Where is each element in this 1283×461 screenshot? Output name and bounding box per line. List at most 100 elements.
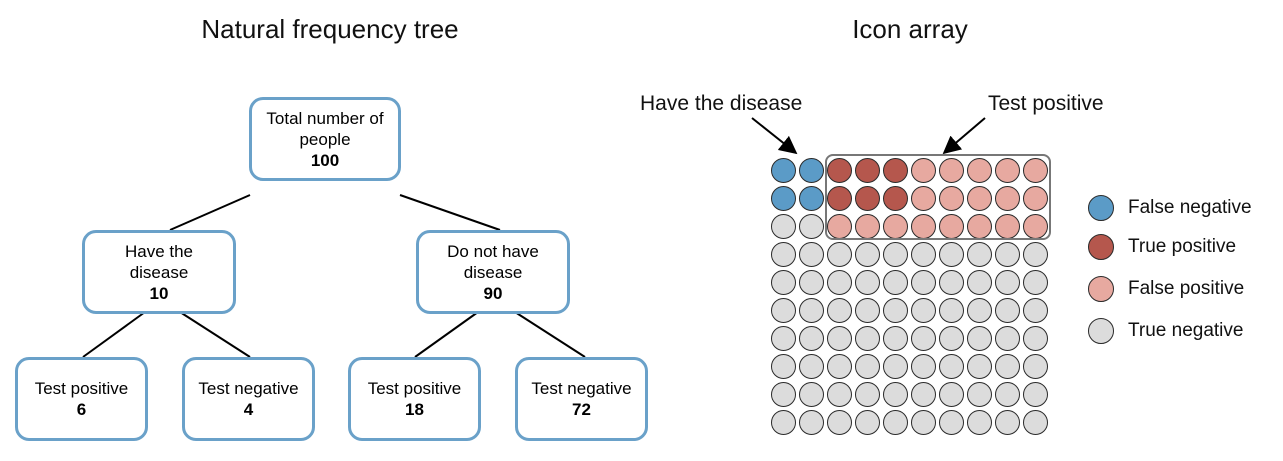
node-total-count: 100 — [310, 150, 340, 170]
icon-true-negative — [855, 270, 880, 295]
icon-true-negative — [855, 298, 880, 323]
icon-true-negative — [1023, 242, 1048, 267]
node-not-have-line1: Do not have — [447, 241, 539, 261]
icon-true-negative — [995, 410, 1020, 435]
icon-true-negative — [771, 298, 796, 323]
icon-true-negative — [911, 270, 936, 295]
node-not-neg-label: Test negative — [531, 379, 632, 398]
icon-true-negative — [967, 298, 992, 323]
icon-true-negative — [771, 410, 796, 435]
icon-true-negative — [911, 410, 936, 435]
icon-true-negative — [799, 270, 824, 295]
tree-title: Natural frequency tree — [201, 14, 459, 44]
node-not-have-count: 90 — [483, 283, 503, 303]
legend-item: False positive — [1088, 274, 1244, 304]
icon-true-negative — [827, 270, 852, 295]
edge-root-have — [169, 194, 251, 231]
arrow-disease — [751, 117, 798, 155]
arrow-positive — [942, 117, 986, 155]
node-total: Total number of people 100 — [249, 97, 401, 181]
icon-true-positive — [855, 186, 880, 211]
node-not-have-test-positive: Test positive 18 — [348, 357, 481, 441]
legend-label: True positive — [1128, 236, 1237, 257]
icon-false-negative — [771, 186, 796, 211]
icon-true-negative — [883, 242, 908, 267]
edge-not-have-positive — [414, 311, 479, 358]
icon-false-positive — [911, 186, 936, 211]
legend-label: False negative — [1128, 197, 1252, 218]
node-total-line2: people — [299, 129, 351, 149]
icon-false-positive — [967, 158, 992, 183]
icon-true-negative — [967, 326, 992, 351]
icon-true-negative — [883, 354, 908, 379]
icon-true-negative — [771, 326, 796, 351]
icon-true-negative — [995, 382, 1020, 407]
node-total-line1: Total number of — [266, 108, 384, 128]
node-not-have-test-negative: Test negative 72 — [515, 357, 648, 441]
legend-item: True positive — [1088, 232, 1236, 262]
icon-true-negative — [855, 326, 880, 351]
edge-have-negative — [179, 311, 251, 358]
icon-true-negative — [911, 242, 936, 267]
icon-true-negative — [967, 382, 992, 407]
icon-false-positive — [995, 186, 1020, 211]
edge-root-not-have — [399, 194, 501, 231]
legend-swatch — [1088, 276, 1114, 302]
icon-false-positive — [995, 158, 1020, 183]
icon-false-positive — [1023, 158, 1048, 183]
node-have-pos-count: 6 — [76, 400, 87, 419]
icon-true-negative — [967, 354, 992, 379]
annotation-test-positive: Test positive — [988, 92, 1104, 115]
icon-true-negative — [967, 270, 992, 295]
icon-false-negative — [799, 158, 824, 183]
icon-true-negative — [939, 242, 964, 267]
icon-true-negative — [1023, 326, 1048, 351]
legend-item: False negative — [1088, 193, 1252, 223]
icon-true-negative — [771, 214, 796, 239]
icon-true-negative — [827, 242, 852, 267]
icon-true-negative — [855, 242, 880, 267]
icon-true-negative — [939, 382, 964, 407]
node-not-pos-count: 18 — [405, 400, 424, 419]
icon-true-negative — [799, 242, 824, 267]
icon-true-negative — [883, 270, 908, 295]
test-positive-outline — [825, 154, 1051, 240]
icon-true-negative — [855, 354, 880, 379]
icon-false-positive — [939, 214, 964, 239]
icon-true-negative — [995, 326, 1020, 351]
icon-true-negative — [1023, 298, 1048, 323]
icon-true-negative — [939, 410, 964, 435]
icon-true-negative — [799, 326, 824, 351]
icon-true-negative — [1023, 270, 1048, 295]
icon-true-negative — [995, 298, 1020, 323]
icon-true-negative — [771, 242, 796, 267]
icon-true-negative — [1023, 410, 1048, 435]
icon-true-negative — [799, 354, 824, 379]
icon-true-negative — [995, 354, 1020, 379]
icon-true-negative — [911, 354, 936, 379]
annotation-have-disease: Have the disease — [640, 92, 803, 115]
node-have-neg-label: Test negative — [198, 379, 299, 398]
icon-false-positive — [1023, 186, 1048, 211]
edge-not-have-negative — [514, 311, 586, 358]
icon-true-negative — [827, 354, 852, 379]
icon-true-negative — [799, 298, 824, 323]
icon-false-negative — [771, 158, 796, 183]
icon-true-positive — [855, 158, 880, 183]
icon-true-negative — [967, 410, 992, 435]
edge-have-positive — [82, 311, 146, 358]
icon-true-negative — [799, 382, 824, 407]
icon-true-negative — [1023, 354, 1048, 379]
icon-true-negative — [827, 298, 852, 323]
icon-true-negative — [995, 270, 1020, 295]
icon-true-negative — [771, 354, 796, 379]
icon-true-negative — [911, 382, 936, 407]
icon-true-negative — [799, 214, 824, 239]
icon-true-negative — [855, 410, 880, 435]
icon-true-negative — [939, 270, 964, 295]
icon-false-positive — [883, 214, 908, 239]
legend-item: True negative — [1088, 316, 1243, 346]
icon-true-negative — [827, 410, 852, 435]
node-have-disease: Have the disease 10 — [82, 230, 236, 314]
node-not-have-line2: disease — [463, 262, 523, 282]
